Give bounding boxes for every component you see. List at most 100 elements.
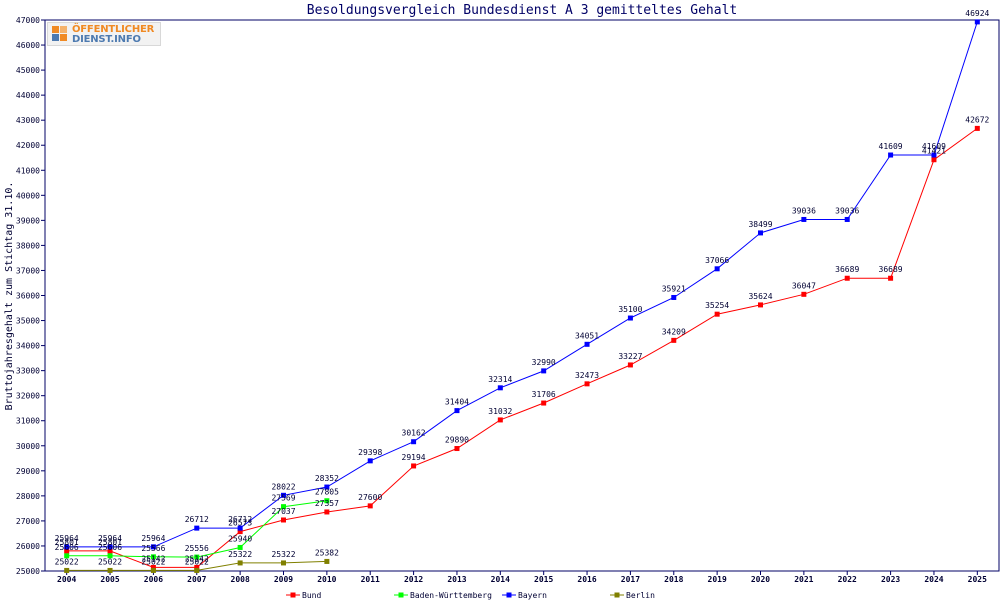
chart-title: Besoldungsvergleich Bundesdienst A 3 gem… [307, 3, 737, 18]
data-label-bund: 33227 [618, 352, 642, 361]
data-point-bund [714, 311, 720, 317]
y-tick-label: 47000 [16, 16, 40, 25]
data-point-berlin [281, 560, 286, 566]
data-label-berlin: 25022 [55, 557, 79, 566]
data-label-bund: 36047 [792, 281, 816, 290]
data-label-bayern: 29398 [358, 448, 382, 457]
data-point-baden-w-rttemberg [237, 544, 243, 550]
data-point-bund [758, 302, 763, 308]
x-tick-label: 2018 [664, 575, 683, 584]
data-label-bayern: 35921 [662, 284, 686, 293]
data-point-bund [150, 564, 156, 570]
data-label-baden-w-rttemberg: 25606 [55, 543, 79, 552]
series-line-bund [66, 127, 978, 568]
data-label-berlin: 25382 [315, 548, 339, 557]
data-point-berlin [194, 567, 200, 573]
data-point-bayern [801, 216, 807, 222]
data-label-bayern: 28022 [271, 482, 295, 491]
data-label-bayern: 46924 [965, 9, 989, 18]
x-tick-label: 2006 [144, 575, 163, 584]
data-label-bayern: 32314 [488, 375, 512, 384]
data-point-bayern [541, 368, 547, 374]
data-point-bund [281, 517, 286, 523]
logo-mark-icon [52, 26, 68, 42]
x-tick-label: 2025 [968, 575, 987, 584]
legend-label-bayern: Bayern [518, 591, 547, 600]
data-label-bund: 31032 [488, 407, 512, 416]
y-tick-label: 42000 [16, 141, 40, 150]
data-point-bund [627, 362, 633, 368]
data-point-baden-w-rttemberg [281, 504, 286, 510]
y-tick-label: 37000 [16, 266, 40, 275]
data-label-bayern: 30162 [402, 429, 426, 438]
legend-label-baden-w-rttemberg: Baden-Württemberg [410, 591, 492, 600]
data-label-bund: 25142 [185, 554, 209, 563]
data-label-bund: 27600 [358, 493, 382, 502]
legend-label-berlin: Berlin [626, 591, 655, 600]
data-label-berlin: 25022 [141, 557, 165, 566]
data-labels: 25801 25801 25142 25142 26573 27037 27357 27600… [55, 9, 990, 567]
data-label-bund: 36689 [879, 265, 903, 274]
y-tick-label: 33000 [16, 367, 40, 376]
data-label-bund: 36689 [835, 265, 859, 274]
data-point-bayern [714, 266, 720, 272]
data-point-bund [671, 337, 677, 343]
data-label-baden-w-rttemberg: 25606 [98, 543, 122, 552]
y-tick-label: 28000 [16, 492, 40, 501]
data-point-bund [64, 548, 70, 554]
data-label-bund: 27037 [271, 507, 295, 516]
data-point-bund [541, 400, 547, 406]
x-tick-label: 2024 [924, 575, 943, 584]
y-tick-label: 36000 [16, 292, 40, 301]
x-tick-label: 2011 [361, 575, 380, 584]
data-point-bund [411, 463, 417, 469]
data-point-berlin [150, 567, 156, 573]
data-label-bayern: 37066 [705, 256, 729, 265]
x-tick-label: 2017 [621, 575, 640, 584]
data-label-bayern: 38499 [748, 220, 772, 229]
data-label-bayern: 26712 [228, 515, 252, 524]
y-tick-label: 35000 [16, 317, 40, 326]
x-tick-label: 2013 [447, 575, 466, 584]
data-point-baden-w-rttemberg [324, 498, 330, 504]
data-point-bund [194, 564, 200, 570]
data-label-bund: 34209 [662, 327, 686, 336]
y-tick-label: 45000 [16, 66, 40, 75]
data-label-bund: 41421 [922, 147, 946, 156]
y-tick-label: 25000 [16, 567, 40, 576]
data-point-berlin [237, 560, 243, 566]
y-axis-label: Bruttojahresgehalt zum Stichtag 31.10. [4, 182, 15, 411]
data-point-bund [844, 275, 850, 281]
logo-text: ÖFFENTLICHER DIENST.INFO [72, 25, 154, 45]
x-tick-label: 2019 [708, 575, 727, 584]
data-label-berlin: 25022 [98, 557, 122, 566]
data-point-bayern [324, 484, 330, 490]
data-label-bayern: 35100 [618, 305, 642, 314]
y-tick-label: 44000 [16, 91, 40, 100]
data-label-bayern: 41609 [879, 142, 903, 151]
data-point-bayern [150, 544, 156, 550]
data-point-baden-w-rttemberg [107, 553, 113, 559]
legend-label-bund: Bund [302, 591, 321, 600]
data-label-bayern: 34051 [575, 331, 599, 340]
data-label-bund: 31706 [532, 390, 556, 399]
x-tick-label: 2016 [577, 575, 596, 584]
data-label-bayern: 39036 [792, 206, 816, 215]
data-label-baden-w-rttemberg: 27569 [271, 494, 295, 503]
data-point-bayern [281, 492, 286, 498]
x-tick-label: 2012 [404, 575, 423, 584]
data-point-bayern [888, 152, 894, 158]
data-label-baden-w-rttemberg: 27805 [315, 488, 339, 497]
data-label-bund: 27357 [315, 499, 339, 508]
data-label-baden-w-rttemberg: 25940 [228, 534, 252, 543]
legend-marker-baden-w-rttemberg [398, 592, 404, 598]
data-point-bayern [844, 216, 850, 222]
data-label-bund: 35254 [705, 301, 729, 310]
y-tick-label: 29000 [16, 467, 40, 476]
data-point-bayern [411, 439, 417, 445]
data-point-bund [801, 291, 807, 297]
y-tick-label: 41000 [16, 166, 40, 175]
data-label-bund: 25801 [55, 538, 79, 547]
